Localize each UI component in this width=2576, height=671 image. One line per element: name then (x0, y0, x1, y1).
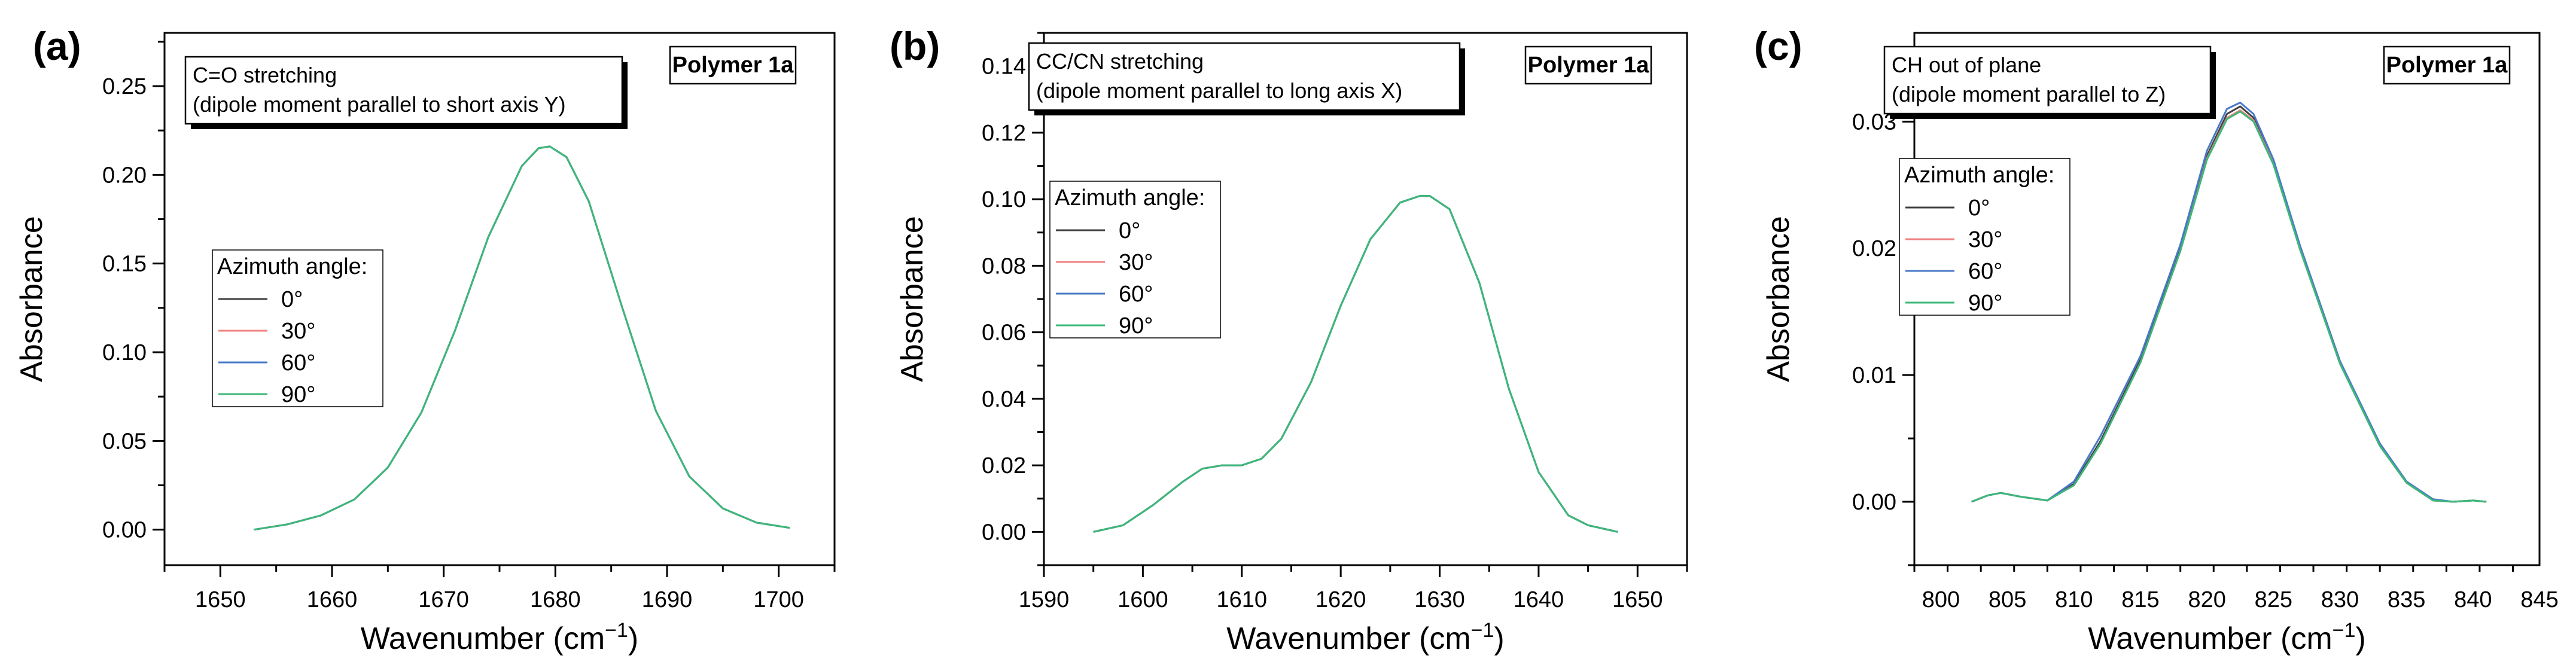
x-tick-label: 1650 (195, 587, 246, 612)
legend-entry: 30° (1119, 250, 1153, 275)
x-tick-label: 815 (2121, 587, 2159, 612)
x-tick-label: 1600 (1118, 587, 1168, 612)
series-line-90deg (254, 145, 790, 531)
x-tick-label: 1650 (1612, 587, 1663, 612)
annotation-box (184, 56, 623, 125)
x-tick-label: 830 (2321, 587, 2359, 612)
chart-panel-a: 1650 1660 1670 1680 1690 1700 0.00 0.05 0.10 0.15… (14, 24, 836, 656)
series-line-90deg (1093, 195, 1618, 533)
y-tick-label: 0.10 (102, 340, 147, 365)
x-tick-label: 1630 (1414, 587, 1465, 612)
y-tick-label: 0.04 (982, 387, 1026, 412)
x-tick-label: 825 (2255, 587, 2292, 612)
x-tick-label: 1640 (1514, 587, 1564, 612)
y-tick-label: 0.06 (982, 321, 1026, 346)
panel-label: (b) (890, 24, 940, 68)
panel-label: (c) (1754, 24, 1802, 68)
polymer-tag: Polymer 1a (2386, 53, 2508, 78)
x-tick-label: 800 (1922, 587, 1960, 612)
annotation-line-2: (dipole moment parallel to Z) (1892, 82, 2166, 106)
chart-panel-b: 1590 1600 1610 1620 1630 1640 1650 0.00 0.02 0.04… (890, 24, 1688, 656)
y-tick-label: 0.02 (982, 453, 1026, 478)
y-tick-label: 0.10 (982, 187, 1026, 212)
y-tick-label: 0.20 (102, 163, 147, 188)
legend-entry: 30° (1968, 227, 2002, 252)
legend-entry: 60° (1968, 259, 2002, 284)
annotation-box (1883, 45, 2212, 115)
legend-box (1899, 158, 2070, 316)
legend-entry: 0° (1968, 196, 1990, 221)
y-tick-label: 0.25 (102, 74, 147, 99)
x-tick-label: 835 (2388, 587, 2425, 612)
x-axis-label: Wavenumber (cm−1) (1226, 619, 1504, 656)
panel-label: (a) (33, 24, 81, 68)
y-tick-label: 0.15 (102, 252, 147, 277)
y-tick-label: 0.01 (1852, 363, 1896, 388)
legend-box (1049, 181, 1221, 338)
x-tick-label: 840 (2454, 587, 2492, 612)
y-tick-label: 0.14 (982, 54, 1026, 80)
annotation-line-2: (dipole moment parallel to short axis Y) (193, 92, 566, 117)
legend-entry: 30° (281, 319, 315, 344)
y-axis-label: Absorbance (14, 216, 49, 382)
x-tick-label: 845 (2520, 587, 2558, 612)
legend-box (212, 249, 383, 407)
polymer-tag-box (669, 45, 797, 85)
y-tick-label: 0.05 (102, 429, 147, 454)
polymer-tag: Polymer 1a (672, 53, 794, 78)
annotation-line-1: C=O stretching (193, 63, 337, 87)
x-tick-label: 805 (1989, 587, 2026, 612)
legend-entry: 60° (281, 350, 315, 376)
legend-title: Azimuth angle: (1055, 185, 1205, 211)
x-tick-label: 1610 (1216, 587, 1267, 612)
legend-entry: 0° (1119, 218, 1140, 243)
polymer-tag: Polymer 1a (1528, 53, 1650, 78)
y-tick-label: 0.00 (102, 518, 147, 543)
x-tick-label: 1620 (1316, 587, 1366, 612)
y-tick-label: 0.00 (1852, 490, 1896, 515)
legend-entry: 60° (1119, 282, 1153, 307)
y-tick-label: 0.00 (982, 520, 1026, 545)
series-line-90deg (1971, 110, 2487, 503)
y-tick-label: 0.02 (1852, 236, 1896, 261)
legend-entry: 90° (1968, 291, 2002, 316)
legend-entry: 90° (281, 382, 315, 407)
annotation-line-1: CH out of plane (1892, 53, 2041, 77)
x-tick-label: 1590 (1019, 587, 1070, 612)
x-tick-label: 1670 (418, 587, 469, 612)
x-tick-label: 820 (2188, 587, 2225, 612)
legend-title: Azimuth angle: (217, 254, 367, 279)
annotation-line-2: (dipole moment parallel to long axis X) (1036, 78, 1402, 103)
annotation-line-1: CC/CN stretching (1036, 49, 1204, 74)
annotation-box (1028, 42, 1461, 111)
legend-entry: 90° (1119, 313, 1153, 338)
y-axis-label: Absorbance (1761, 216, 1796, 382)
y-tick-label: 0.12 (982, 121, 1026, 146)
chart-panel-c: 800 805 810 815 820 825 830 835 840 845 0.00 0.01 0.… (1754, 24, 2559, 656)
polymer-tag-box (1524, 45, 1652, 85)
x-tick-label: 810 (2055, 587, 2093, 612)
legend-title: Azimuth angle: (1904, 163, 2054, 188)
x-tick-label: 1660 (307, 587, 358, 612)
x-tick-label: 1680 (530, 587, 581, 612)
x-tick-label: 1700 (753, 587, 804, 612)
polymer-tag-box (2383, 45, 2511, 85)
x-axis-label: Wavenumber (cm−1) (2088, 619, 2365, 656)
x-axis-label: Wavenumber (cm−1) (361, 619, 638, 656)
y-tick-label: 0.08 (982, 254, 1026, 279)
x-tick-label: 1690 (642, 587, 693, 612)
legend-entry: 0° (281, 287, 303, 312)
y-axis-label: Absorbance (895, 216, 930, 382)
